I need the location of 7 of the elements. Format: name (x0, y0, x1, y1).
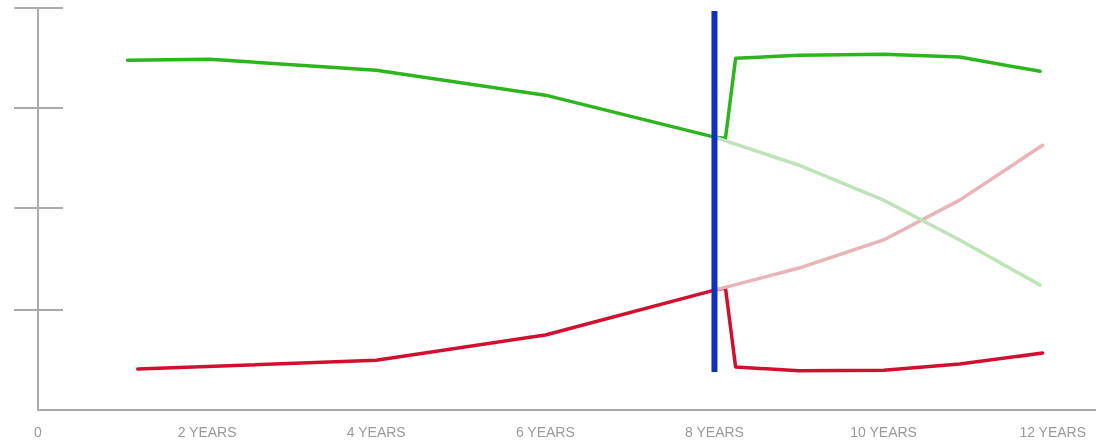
x-tick-label: 6 YEARS (515, 424, 575, 441)
x-tick-label: 10 YEARS (850, 424, 917, 441)
x-tick-label: 12 YEARS (1019, 424, 1087, 441)
x-tick-label: 4 YEARS (346, 424, 406, 441)
x-tick-label: 2 YEARS (177, 424, 237, 441)
x-tick-label: 8 YEARS (685, 424, 744, 441)
x-tick-label: 0 (34, 424, 43, 441)
